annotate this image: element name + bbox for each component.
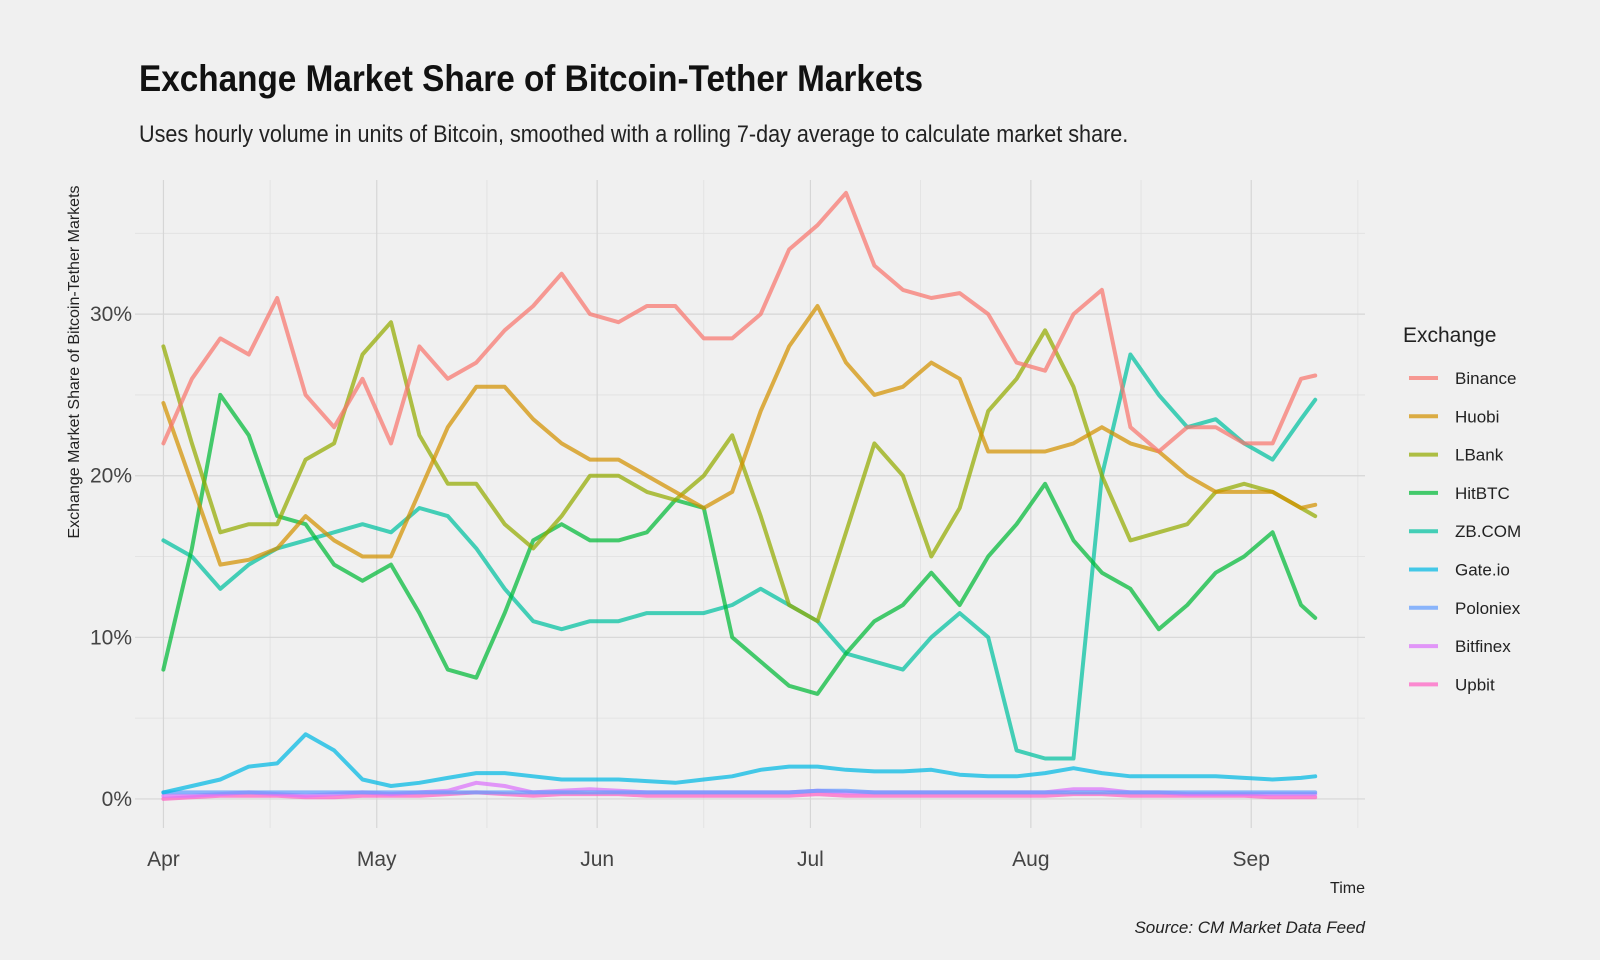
series-line-binance <box>161 190 1318 454</box>
series-line-upbit <box>161 790 1318 801</box>
series-line-huobi <box>161 304 1318 567</box>
x-tick-label: Sep <box>1233 848 1270 871</box>
legend-label: Binance <box>1455 369 1516 388</box>
legend-label: Gate.io <box>1455 561 1510 580</box>
series-line-gate-io <box>161 732 1318 795</box>
y-axis-title: Exchange Market Share of Bitcoin-Tether … <box>66 185 83 538</box>
series-line-hitbtc <box>161 392 1318 696</box>
x-tick-label: Apr <box>147 848 180 871</box>
y-tick-label: 10% <box>90 626 132 649</box>
legend: Exchange Binance Huobi LBank HitBTC ZB.COM Ga… <box>1403 324 1521 694</box>
legend-label: LBank <box>1455 446 1504 465</box>
legend-title: Exchange <box>1403 324 1496 347</box>
series-line-poloniex <box>161 788 1318 795</box>
legend-item-upbit[interactable]: Upbit <box>1409 675 1495 694</box>
x-tick-label: May <box>357 848 397 871</box>
legend-label: Bitfinex <box>1455 637 1511 656</box>
y-tick-label: 20% <box>90 465 132 488</box>
series-lines <box>161 190 1318 801</box>
legend-item-hitbtc[interactable]: HitBTC <box>1409 484 1510 503</box>
legend-item-binance[interactable]: Binance <box>1409 369 1516 388</box>
legend-label: HitBTC <box>1455 484 1510 503</box>
x-tick-label: Jul <box>797 848 824 871</box>
legend-label: Upbit <box>1455 675 1495 694</box>
legend-item-bitfinex[interactable]: Bitfinex <box>1409 637 1511 656</box>
chart-title: Exchange Market Share of Bitcoin-Tether … <box>139 58 923 99</box>
legend-item-huobi[interactable]: Huobi <box>1409 407 1499 426</box>
y-tick-label: 0% <box>102 788 132 811</box>
legend-item-poloniex[interactable]: Poloniex <box>1409 599 1521 618</box>
series-line-lbank <box>161 320 1318 624</box>
series-line-zb-com <box>161 352 1318 761</box>
x-axis-tick-labels: Apr May Jun Jul Aug Sep <box>147 848 1270 871</box>
legend-item-lbank[interactable]: LBank <box>1409 446 1504 465</box>
legend-item-zb-com[interactable]: ZB.COM <box>1409 522 1521 541</box>
major-gridlines <box>135 180 1365 828</box>
x-tick-label: Aug <box>1012 848 1049 871</box>
x-tick-label: Jun <box>580 848 614 871</box>
legend-label: ZB.COM <box>1455 522 1521 541</box>
y-axis-tick-labels: 0% 10% 20% 30% <box>90 303 132 811</box>
source-caption: Source: CM Market Data Feed <box>1134 918 1365 937</box>
minor-gridlines <box>135 180 1365 828</box>
y-tick-label: 30% <box>90 303 132 326</box>
chart-subtitle: Uses hourly volume in units of Bitcoin, … <box>139 121 1129 148</box>
x-axis-title: Time <box>1330 880 1365 897</box>
legend-label: Huobi <box>1455 407 1499 426</box>
legend-item-gate-io[interactable]: Gate.io <box>1409 561 1510 580</box>
legend-label: Poloniex <box>1455 599 1521 618</box>
